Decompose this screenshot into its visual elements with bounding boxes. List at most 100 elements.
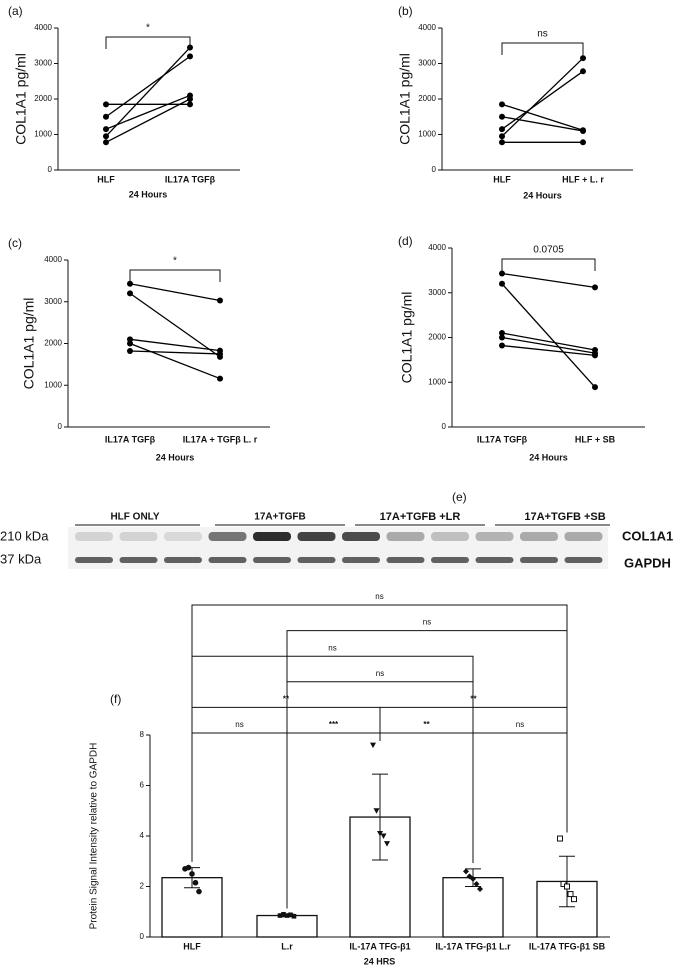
point xyxy=(217,350,223,357)
point xyxy=(499,113,505,120)
point xyxy=(567,891,574,898)
bar xyxy=(256,914,318,938)
blot-band xyxy=(75,532,113,541)
x-tick-label: HLF xyxy=(493,174,511,184)
paired-line xyxy=(501,332,596,351)
blot-band xyxy=(253,557,291,563)
significance-label: ns xyxy=(423,618,431,627)
blot-size: 37 kDa xyxy=(0,551,42,566)
blot-band xyxy=(520,532,558,541)
blot-band xyxy=(208,557,247,563)
x-tick-label: IL-17A TFG-β1 L.r xyxy=(435,941,511,951)
point xyxy=(592,352,598,359)
panel-label: (b) xyxy=(398,4,413,18)
point xyxy=(277,913,283,918)
blot-band xyxy=(119,532,158,541)
blot-panel-label: (e) xyxy=(452,490,467,504)
significance-bracket xyxy=(129,269,221,282)
paired-line xyxy=(501,344,596,357)
significance-label: ** xyxy=(283,695,290,704)
point xyxy=(499,101,505,108)
panel-label: (c) xyxy=(8,236,22,250)
point xyxy=(470,875,476,882)
blot-group: 17A+TGFB +SB xyxy=(524,511,605,523)
blot-band xyxy=(253,532,291,541)
significance-label: ns xyxy=(375,592,383,601)
blot-band xyxy=(297,557,336,563)
significance-label: ns xyxy=(537,29,548,40)
blot-band xyxy=(75,557,113,563)
point xyxy=(196,888,202,895)
y-tick-label: 8 xyxy=(140,730,145,739)
point xyxy=(103,101,109,108)
y-axis-title: COL1A1 pg/ml xyxy=(399,292,415,384)
x-tick-label: IL-17A TFG-β1 SB xyxy=(529,941,606,951)
point xyxy=(466,873,473,880)
blot-group: 17A+TGFB +LR xyxy=(380,511,461,523)
blot-protein: COL1A1 xyxy=(622,528,673,543)
y-axis-title: COL1A1 pg/ml xyxy=(397,53,413,145)
significance-bracket xyxy=(501,42,584,55)
x-axis-title: 24 Hours xyxy=(529,452,568,462)
point xyxy=(571,896,577,903)
blot-band xyxy=(520,557,558,563)
point xyxy=(384,841,390,847)
bar xyxy=(442,877,504,938)
y-tick-label: 4000 xyxy=(34,23,52,32)
x-tick-label: IL17A + TGFβ L. r xyxy=(183,434,258,444)
blot-band xyxy=(431,532,469,541)
significance-label: ** xyxy=(423,720,430,729)
x-tick-label: IL17A TGFβ xyxy=(165,174,216,184)
significance-bracket xyxy=(472,732,568,863)
y-tick-label: 4000 xyxy=(428,243,446,252)
blot-band xyxy=(475,532,514,541)
blot-protein: GAPDH xyxy=(624,555,671,570)
x-tick-label: L.r xyxy=(281,941,293,951)
point xyxy=(499,280,505,287)
y-tick-label: 0 xyxy=(442,422,447,431)
paired-line xyxy=(129,338,221,352)
point xyxy=(103,133,109,140)
significance-label: ns xyxy=(235,720,243,729)
blot-band xyxy=(297,532,336,541)
blot-background xyxy=(68,527,608,569)
y-tick-label: 3000 xyxy=(34,59,52,68)
point xyxy=(127,348,133,355)
y-tick-label: 2 xyxy=(140,882,145,891)
blot-band xyxy=(342,557,380,563)
paired-line xyxy=(501,272,596,289)
significance-bracket xyxy=(191,655,474,863)
paired-line xyxy=(105,94,191,130)
point xyxy=(463,868,469,875)
paired-line xyxy=(501,57,584,137)
x-tick-label: HLF + SB xyxy=(575,434,616,444)
paired-line xyxy=(129,342,221,380)
paired-line xyxy=(105,47,191,137)
point xyxy=(192,879,199,886)
paired-line xyxy=(129,350,221,355)
point xyxy=(103,126,109,133)
significance-label: * xyxy=(173,256,177,267)
significance-label: 0.0705 xyxy=(533,245,564,256)
point xyxy=(499,330,505,337)
blot-band xyxy=(164,532,202,541)
y-tick-label: 2000 xyxy=(428,333,446,342)
x-tick-label: HLF + L. r xyxy=(562,174,604,184)
y-tick-label: 3000 xyxy=(428,288,446,297)
blot-group: 17A+TGFB xyxy=(254,512,305,523)
blot-band xyxy=(208,532,247,541)
blot-band xyxy=(386,532,425,541)
point xyxy=(499,334,505,341)
y-tick-label: 0 xyxy=(58,422,63,431)
y-tick-label: 1000 xyxy=(418,130,436,139)
point xyxy=(499,342,505,349)
blot-band xyxy=(475,557,514,563)
point xyxy=(499,270,505,277)
x-axis-title: 24 Hours xyxy=(129,189,168,199)
blot-band xyxy=(164,557,202,563)
y-tick-label: 2000 xyxy=(44,339,62,348)
y-tick-label: 6 xyxy=(140,781,145,790)
point xyxy=(189,871,195,877)
point xyxy=(499,126,505,133)
significance-label: ns xyxy=(328,643,336,652)
